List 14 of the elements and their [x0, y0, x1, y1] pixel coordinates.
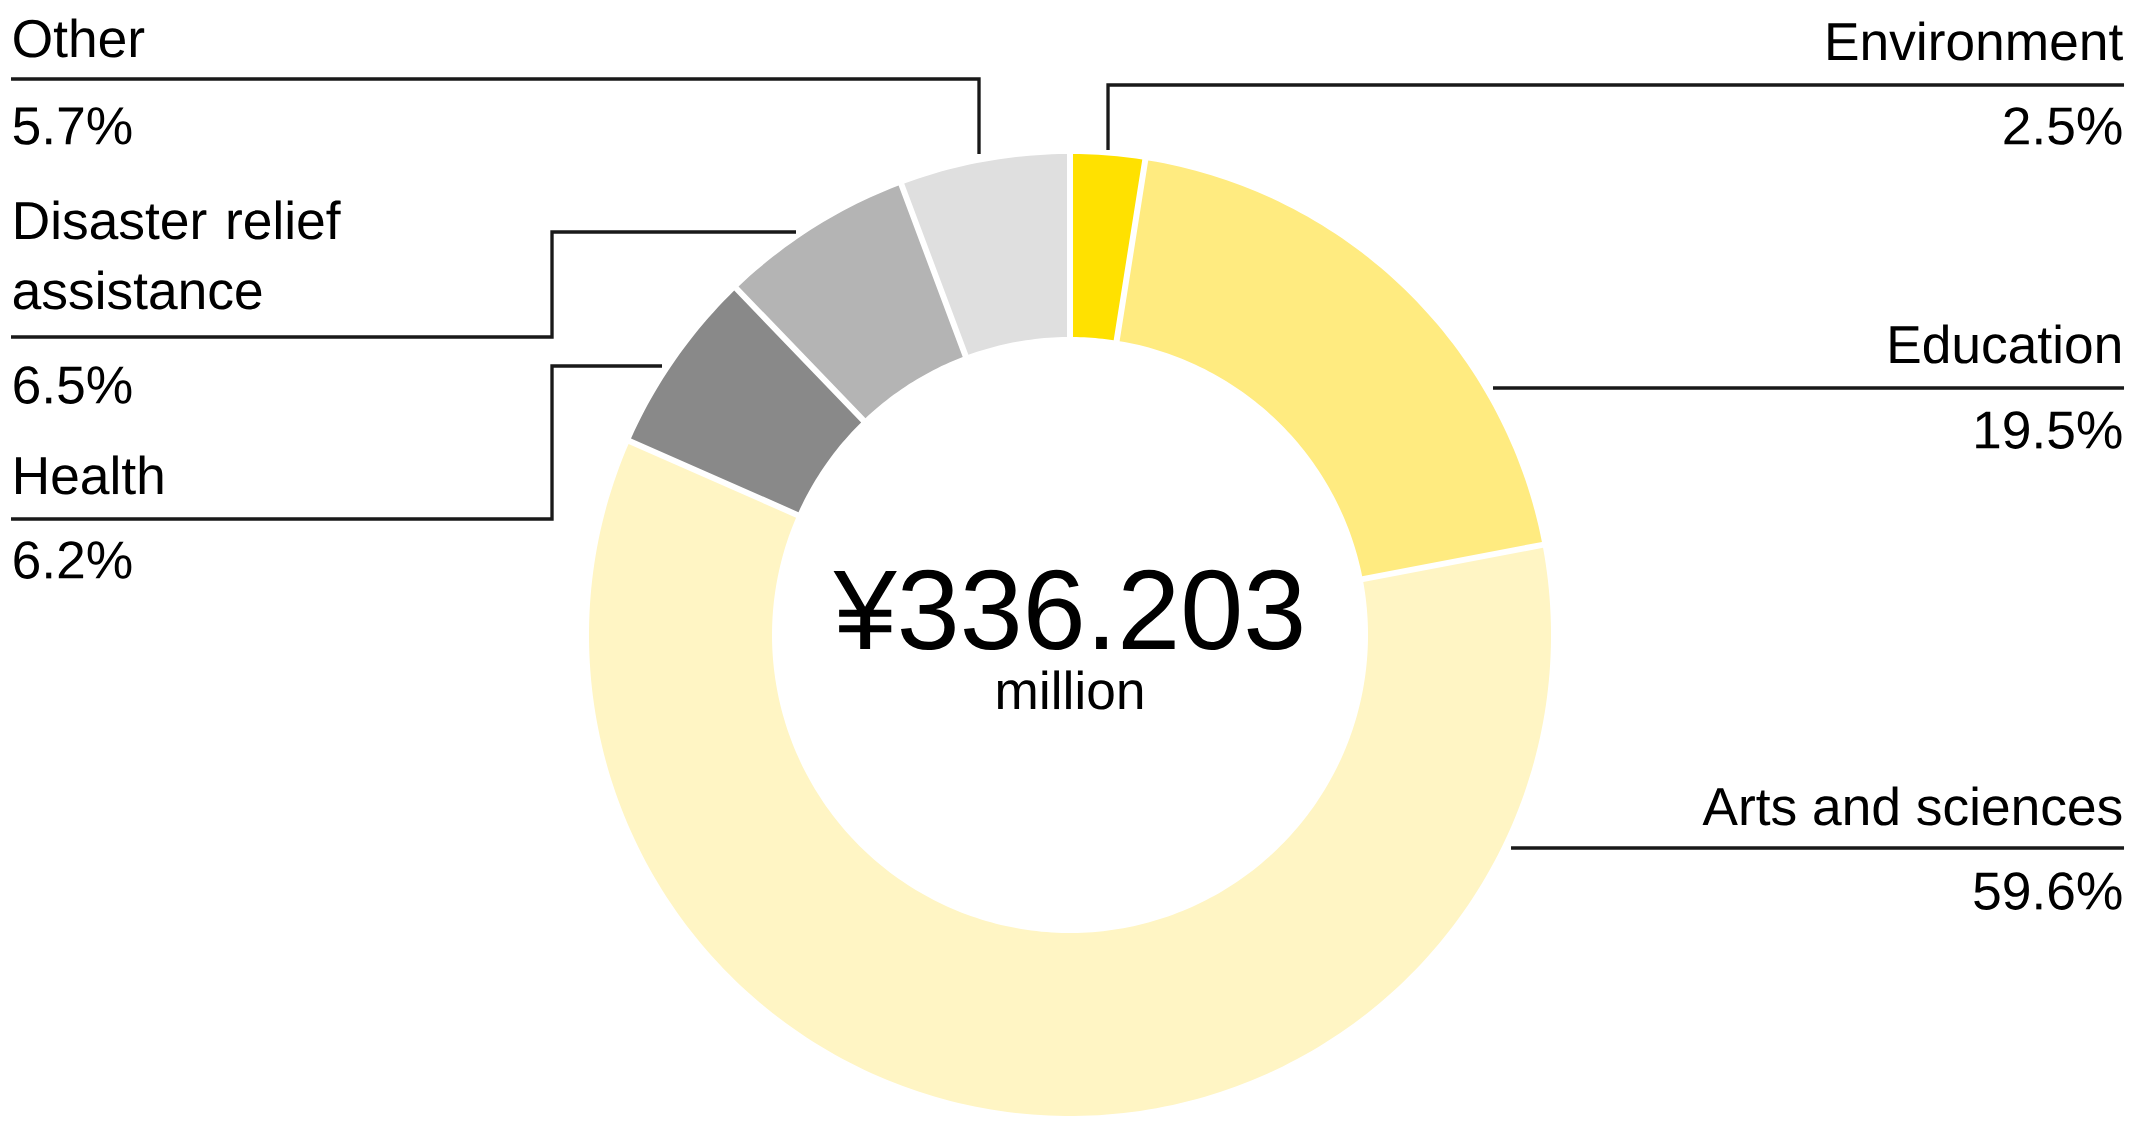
text: million	[997, 670, 1143, 710]
slice-label: Environment	[1828, 21, 2123, 61]
slice-label: Health	[16, 455, 163, 495]
slice-label: Arts and sciences	[1702, 786, 2122, 826]
data-label: 6.2%	[14, 541, 132, 579]
text: ¥336.203	[833, 569, 1302, 651]
data-label: 5.7%	[13, 107, 132, 145]
data-label: 2.5%	[2004, 107, 2122, 145]
data-label: 6.5%	[14, 366, 132, 404]
data-label: 19.5%	[1976, 411, 2122, 449]
slice-label: Other	[14, 18, 145, 58]
slice-label: Education	[1890, 324, 2120, 364]
slice-label: Disaster relief assistance	[13, 200, 341, 310]
data-label: 59.6%	[1974, 872, 2122, 910]
